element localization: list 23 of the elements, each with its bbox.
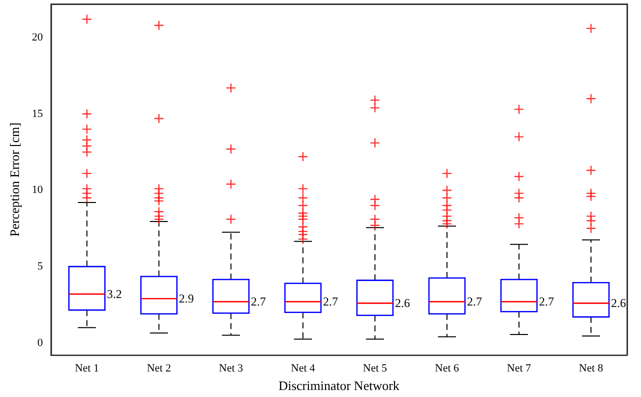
x-tick-label: Net 2 [146, 362, 171, 375]
y-tick-label: 0 [37, 336, 44, 349]
annotation: 2.7 [466, 294, 482, 309]
annotation: 2.7 [322, 294, 338, 309]
x-tick-label: Net 7 [506, 362, 532, 375]
y-tick-label: 10 [32, 184, 44, 196]
x-tick-label: Net 8 [578, 362, 604, 375]
annotation: 3.2 [106, 287, 122, 302]
x-tick-label: Net 3 [218, 362, 244, 375]
annotation: 2.7 [538, 294, 554, 309]
x-tick-label: Net 1 [74, 362, 99, 375]
x-tick-label: Net 5 [362, 362, 388, 375]
annotation: 2.6 [610, 296, 626, 310]
annotation: 2.7 [250, 294, 266, 309]
y-tick-label: 15 [32, 108, 44, 120]
x-axis-title: Discriminator Network [278, 378, 400, 393]
x-tick-label: Net 6 [434, 362, 460, 375]
annotation: 2.9 [178, 292, 194, 306]
x-tick-label: Net 4 [290, 362, 316, 375]
y-axis-title: Perception Error [cm] [7, 122, 22, 237]
annotation: 2.6 [394, 296, 410, 310]
y-tick-label: 5 [37, 260, 44, 273]
y-tick-label: 20 [32, 32, 44, 44]
